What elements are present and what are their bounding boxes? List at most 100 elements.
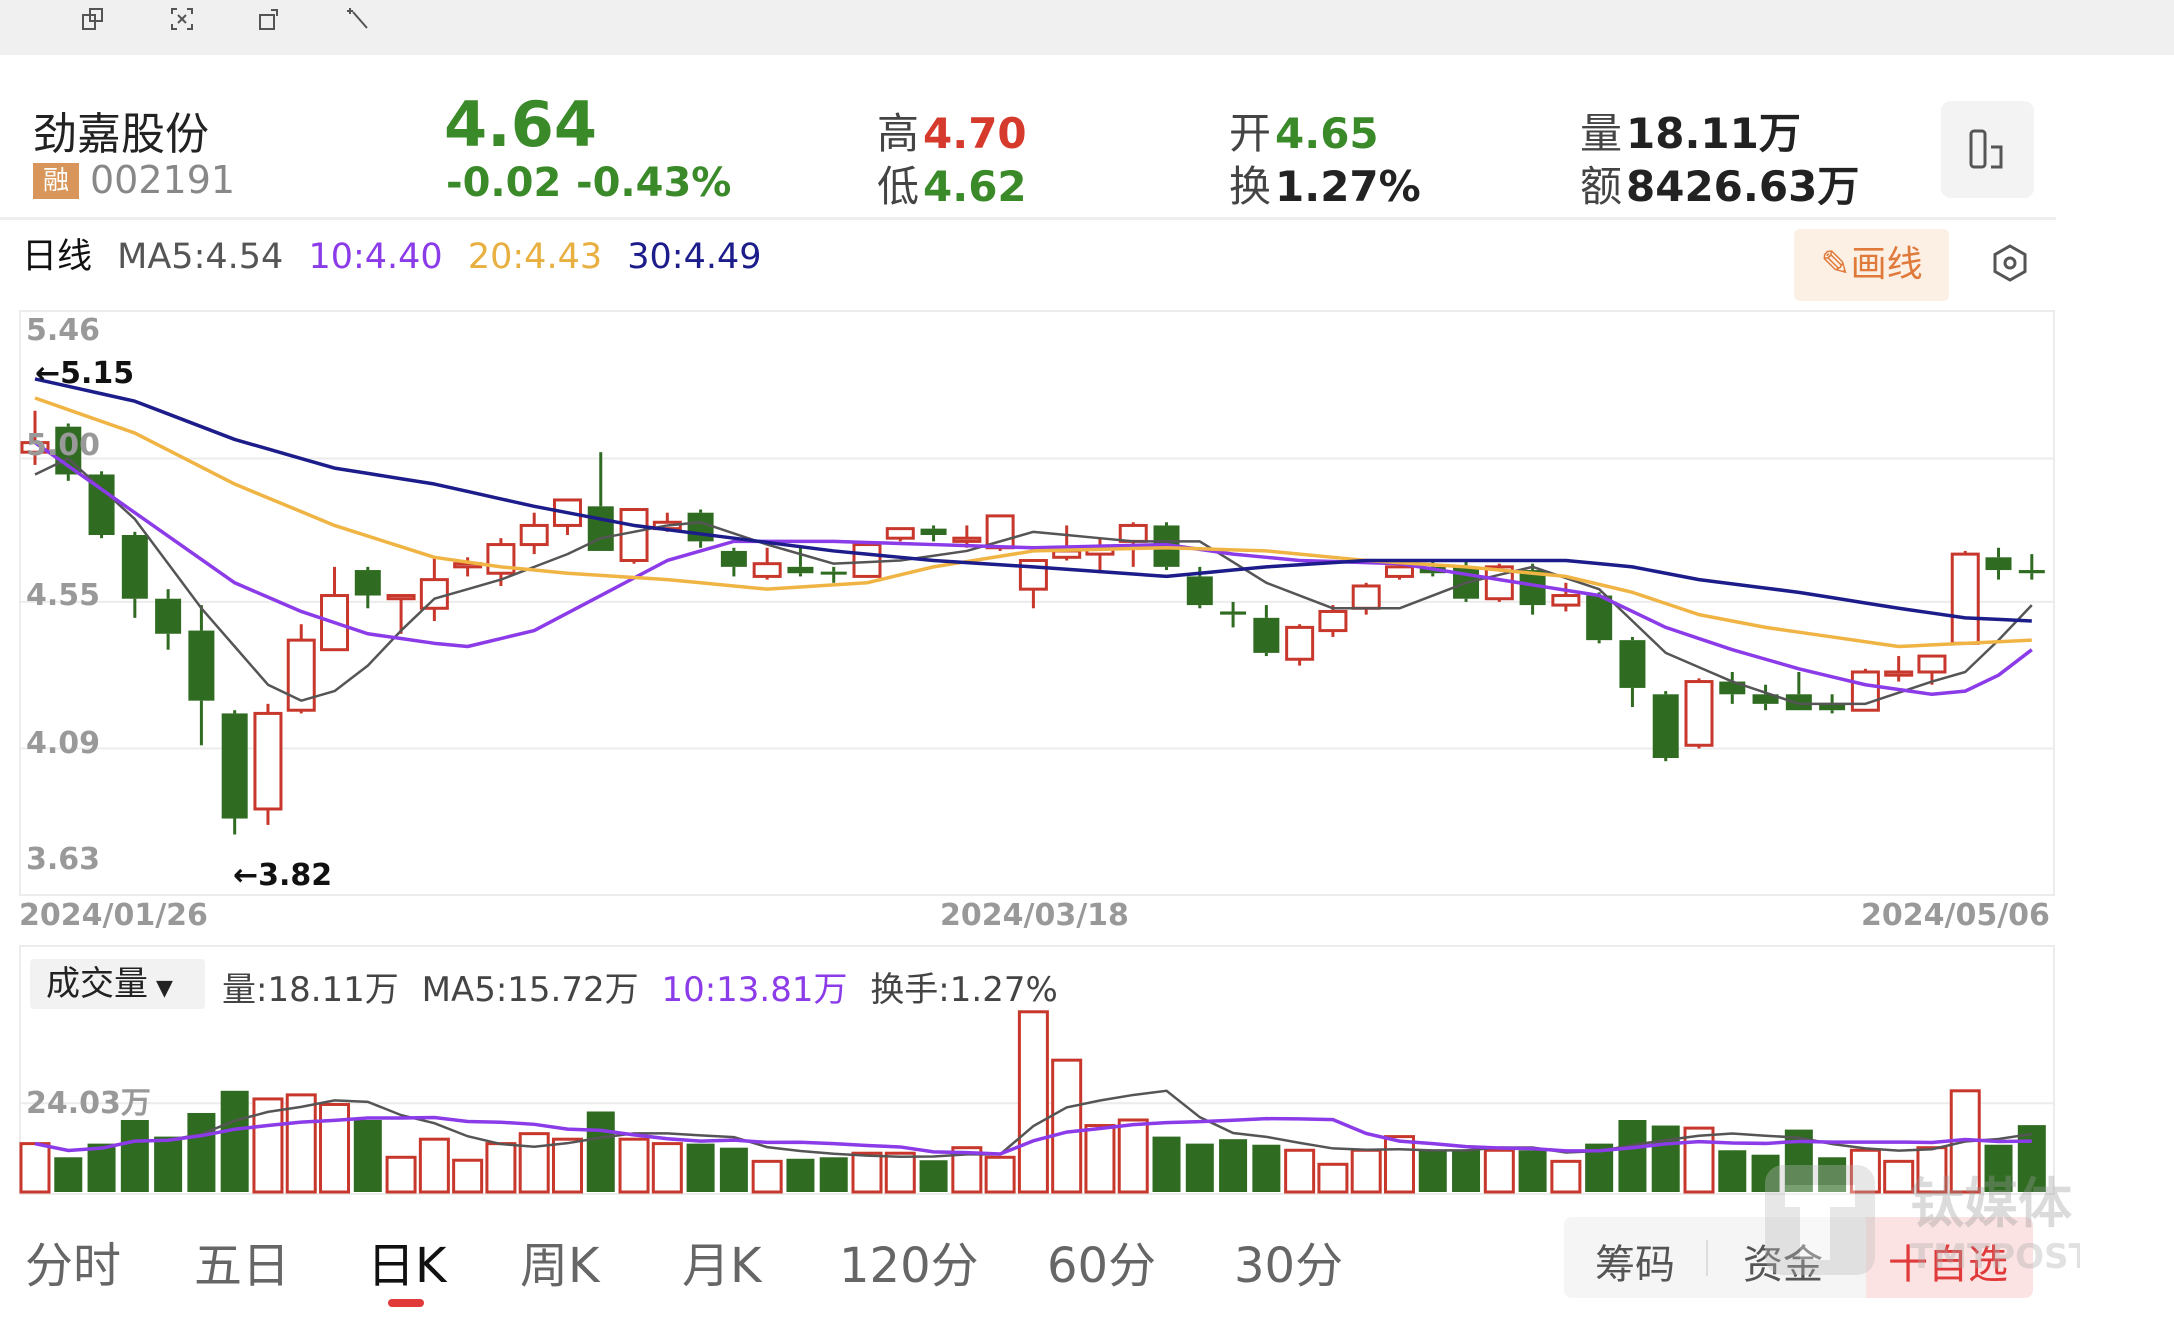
tab-weekly-k[interactable]: 周K bbox=[520, 1238, 600, 1294]
volume-bar-down bbox=[120, 1119, 149, 1192]
volume-bar-down bbox=[1618, 1119, 1647, 1192]
candle-down bbox=[121, 535, 148, 599]
ma10-label: 10:4.40 bbox=[308, 237, 443, 277]
candle-down bbox=[687, 512, 714, 542]
candle-up bbox=[386, 594, 416, 601]
margin-badge: 融 bbox=[33, 163, 79, 199]
volume-bar-up bbox=[651, 1142, 683, 1194]
stock-name: 劲嘉股份 bbox=[33, 109, 209, 160]
pencil-icon: ✎ bbox=[1820, 244, 1851, 285]
volume-legend: 量:18.11万 MA5:15.72万 10:13.81万 换手:1.27% bbox=[222, 962, 1070, 1011]
tab-60min[interactable]: 60分 bbox=[1047, 1238, 1157, 1294]
amount-stat: 额8426.63万 bbox=[1580, 153, 1859, 214]
max-price-annotation: ←5.15 bbox=[35, 356, 135, 391]
low-label: 低 bbox=[877, 162, 920, 211]
tab-monthly-k[interactable]: 月K bbox=[682, 1238, 762, 1294]
volume-stat: 量18.11万 bbox=[1580, 100, 1801, 161]
tab-30min[interactable]: 30分 bbox=[1234, 1238, 1344, 1294]
candle-up bbox=[1118, 523, 1148, 543]
draw-line-button[interactable]: ✎画线 bbox=[1794, 229, 1949, 301]
tab-five-day[interactable]: 五日 bbox=[194, 1238, 291, 1294]
volume-bar-down bbox=[54, 1157, 83, 1192]
volume-bar-down bbox=[353, 1119, 382, 1192]
volume-bar-down bbox=[220, 1090, 249, 1192]
candle-down bbox=[1985, 557, 2012, 571]
low-stat: 低4.62 bbox=[877, 153, 1027, 214]
volume-chart-panel[interactable] bbox=[19, 945, 2055, 1195]
funds-button[interactable]: 资金 bbox=[1743, 1242, 1823, 1288]
volume-bar-down bbox=[686, 1143, 715, 1192]
open-label: 开 bbox=[1229, 109, 1272, 158]
ma20-label: 20:4.43 bbox=[467, 237, 603, 277]
candle-down bbox=[1819, 703, 1846, 711]
min-price-annotation: ←3.82 bbox=[233, 858, 333, 893]
indicator-dropdown[interactable]: 成交量 ▼ bbox=[30, 959, 205, 1009]
volume-turnover: 换手:1.27% bbox=[870, 970, 1058, 1010]
volume-bar-up bbox=[1317, 1162, 1349, 1194]
tab-120min[interactable]: 120分 bbox=[839, 1238, 979, 1294]
y-tick-label: 4.09 bbox=[26, 726, 101, 761]
ma-line-ma30 bbox=[34, 377, 2032, 623]
volume-bar-down bbox=[1219, 1139, 1248, 1192]
ma-line-ma10 bbox=[33, 441, 2033, 697]
volume-bar-up bbox=[1483, 1148, 1515, 1194]
volume-bar-up bbox=[19, 1142, 51, 1194]
candle-up bbox=[752, 562, 782, 578]
orientation-toggle-button[interactable] bbox=[1941, 101, 2034, 198]
high-value: 4.70 bbox=[923, 109, 1027, 158]
screenshot-icon[interactable] bbox=[169, 6, 195, 32]
device-rotate-icon bbox=[1969, 129, 2003, 169]
volume-bar-down bbox=[1984, 1144, 2013, 1192]
volume-bar-down bbox=[1751, 1154, 1780, 1192]
open-value: 4.65 bbox=[1275, 109, 1379, 158]
volume-bar-up bbox=[285, 1093, 317, 1194]
window-restore-icon[interactable] bbox=[80, 6, 106, 32]
candle-down bbox=[820, 571, 847, 575]
ma5-label: MA5:4.54 bbox=[117, 237, 284, 277]
volume-bar-down bbox=[786, 1158, 815, 1192]
volume-bar-up bbox=[518, 1132, 550, 1194]
volume-y-tick-label: 24.03万 bbox=[26, 1086, 151, 1121]
chips-button[interactable]: 筹码 bbox=[1595, 1242, 1675, 1288]
volume-bar-up bbox=[1017, 1010, 1049, 1194]
ma-legend: 日线 MA5:4.54 10:4.40 20:4.43 30:4.49 bbox=[22, 228, 776, 279]
volume-bar-down bbox=[586, 1111, 615, 1192]
tab-intraday[interactable]: 分时 bbox=[25, 1238, 122, 1294]
stock-code: 002191 bbox=[90, 158, 236, 202]
volume-bar-down bbox=[1651, 1125, 1680, 1192]
candle-down bbox=[1752, 694, 1779, 704]
volume-bar-up bbox=[1284, 1148, 1316, 1194]
candle-down bbox=[1186, 576, 1213, 606]
header-divider bbox=[0, 217, 2056, 220]
candle-up bbox=[1351, 584, 1381, 610]
high-label: 高 bbox=[877, 109, 920, 158]
candle-up bbox=[1551, 594, 1581, 607]
candle-up bbox=[1917, 654, 1947, 674]
window-toolbar bbox=[0, 0, 2174, 55]
magic-wand-icon[interactable] bbox=[345, 6, 371, 32]
volume-bar-up bbox=[1383, 1135, 1415, 1194]
ma-line-ma5 bbox=[34, 457, 2033, 706]
turnover-label: 换 bbox=[1229, 162, 1272, 211]
candle-down bbox=[2018, 570, 2045, 574]
candle-down bbox=[221, 713, 248, 819]
dropdown-caret-icon: ▼ bbox=[156, 976, 173, 1001]
kline-chart-panel[interactable] bbox=[19, 310, 2055, 896]
volume-bar-up bbox=[1550, 1159, 1582, 1194]
volume-bar-down bbox=[1418, 1150, 1447, 1192]
add-watchlist-button[interactable]: 十自选 bbox=[1888, 1242, 2008, 1288]
tab-daily-k[interactable]: 日K bbox=[367, 1238, 447, 1294]
divider bbox=[1706, 1240, 1708, 1276]
volume-bar-down bbox=[1152, 1136, 1181, 1192]
volume-value: 18.11万 bbox=[1626, 109, 1801, 158]
low-value: 4.62 bbox=[923, 162, 1027, 211]
add-watchlist-bg bbox=[1866, 1217, 2033, 1298]
rotate-icon[interactable] bbox=[257, 6, 283, 32]
volume-bar-down bbox=[1252, 1144, 1281, 1192]
volume-bar-up bbox=[1051, 1058, 1083, 1194]
volume-bar-up bbox=[1117, 1118, 1149, 1194]
price-change: -0.02 bbox=[446, 160, 562, 206]
settings-icon[interactable] bbox=[1990, 243, 2030, 283]
candle-down bbox=[1785, 694, 1812, 711]
